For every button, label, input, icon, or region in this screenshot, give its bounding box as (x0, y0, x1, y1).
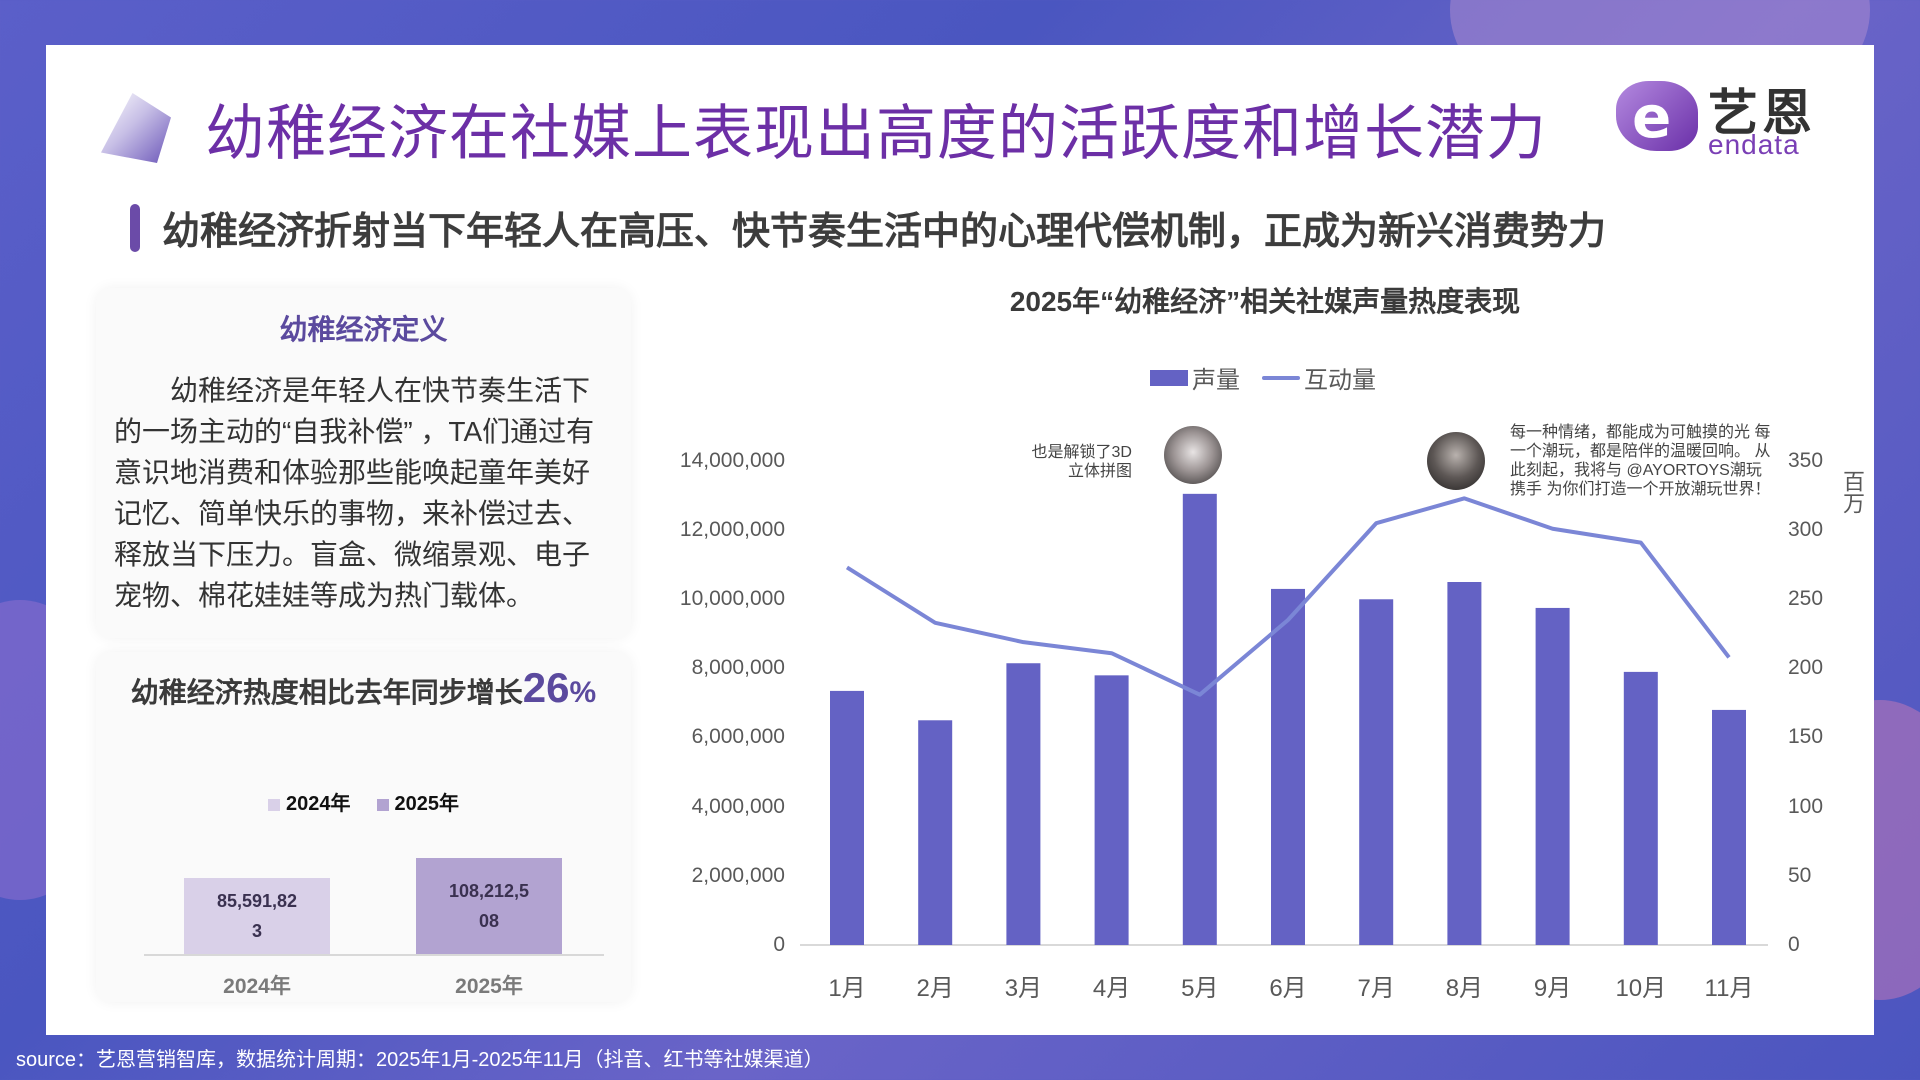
volume-bar (830, 690, 864, 945)
logo-english-text: endata (1708, 129, 1800, 160)
right-tick: 300 (1788, 518, 1824, 541)
x-label: 11月 (1704, 975, 1754, 1002)
source-footnote: source：艺恩营销智库，数据统计周期：2025年1月-2025年11月（抖音… (16, 1049, 824, 1071)
volume-bar (1359, 599, 1394, 945)
growth-bar-chart: 85,591,82 3 108,212,5 08 (144, 852, 604, 956)
legend-bar-swatch (1150, 369, 1188, 386)
legend-item-2024: 2024年 (268, 787, 351, 816)
x-label: 5月 (1181, 975, 1219, 1002)
x-label: 7月 (1357, 975, 1395, 1002)
left-tick: 4,000,000 (691, 795, 785, 818)
bar-2024: 85,591,82 3 (184, 878, 330, 954)
avatar-aug-post (1427, 432, 1485, 490)
page-title: 幼稚经济在社媒上表现出高度的活跃度和增长潜力 (205, 99, 1547, 167)
definition-body: 幼稚经济是年轻人在快节奏生活下的一场主动的“自我补偿” ，TA们通过有意识地消费… (114, 375, 595, 611)
x-label: 3月 (1004, 975, 1043, 1002)
x-label: 4月 (1092, 975, 1131, 1002)
volume-bar (1006, 663, 1041, 945)
endata-logo: e 艺恩 endata (1616, 73, 1826, 163)
definition-card: 幼稚经济定义 幼稚经济是年轻人在快节奏生活下的一场主动的“自我补偿” ，TA们通… (96, 288, 631, 638)
right-tick: 150 (1788, 725, 1824, 748)
x-label: 6月 (1269, 975, 1307, 1002)
left-tick: 2,000,000 (691, 864, 785, 887)
legend-swatch (268, 798, 280, 811)
interaction-line (845, 496, 1731, 697)
left-tick: 6,000,000 (691, 725, 785, 748)
right-tick: 50 (1788, 864, 1812, 887)
growth-title: 幼稚经济热度相比去年同步增长26% (130, 664, 597, 711)
volume-bars (830, 493, 1746, 945)
legend-swatch (376, 798, 389, 811)
subtitle-text: 幼稚经济折射当下年轻人在高压、快节奏生活中的心理代偿机制，正成为新兴消费势力 (162, 211, 1607, 253)
right-tick: 0 (1788, 933, 1800, 956)
volume-bar (1094, 675, 1129, 945)
left-tick: 10,000,000 (679, 587, 785, 610)
x-label: 8月 (1445, 975, 1484, 1002)
legend-item-2025: 2025年 (376, 787, 459, 816)
logo-mark-icon: e (1616, 81, 1698, 151)
bar-2025: 108,212,5 08 (416, 858, 562, 954)
growth-percent: 26 (522, 664, 570, 711)
subtitle-accent-bar (130, 203, 140, 252)
growth-legend: 2024年 2025年 (96, 787, 631, 816)
right-tick: 250 (1788, 587, 1824, 610)
volume-bar (1271, 588, 1305, 945)
x-label: 9月 (1533, 975, 1572, 1002)
x-label-2025: 2025年 (455, 975, 523, 998)
right-tick: 350 (1788, 449, 1824, 472)
definition-title: 幼稚经济定义 (279, 314, 448, 345)
volume-bar (1535, 607, 1570, 945)
left-tick: 8,000,000 (691, 656, 785, 679)
x-label: 10月 (1615, 975, 1667, 1002)
right-tick: 200 (1788, 656, 1824, 679)
x-label-2024: 2024年 (223, 975, 291, 998)
chart-title: 2025年“幼稚经济”相关社媒声量热度表现 (1009, 286, 1521, 317)
volume-bar (1712, 709, 1746, 945)
subtitle: 幼稚经济折射当下年轻人在高压、快节奏生活中的心理代偿机制，正成为新兴消费势力 (130, 200, 1606, 255)
volume-bar (918, 720, 953, 945)
x-label: 1月 (828, 975, 866, 1002)
x-label: 2月 (916, 975, 954, 1002)
logo-chinese-text: 艺恩 (1708, 85, 1816, 141)
volume-bar (1182, 493, 1217, 945)
right-tick: 100 (1788, 795, 1824, 818)
annotation-aug: 每一种情绪，都能成为可触摸的光 每 一个潮玩，都是陪伴的温暖回响。 从 此刻起，… (1510, 424, 1771, 498)
title-row: 幼稚经济在社媒上表现出高度的活跃度和增长潜力 (101, 83, 1547, 173)
volume-bar (1623, 671, 1658, 945)
annotation-may: 也是解锁了3D 立体拼图 (1031, 444, 1132, 480)
legend-line-swatch (1262, 375, 1300, 380)
left-tick: 14,000,000 (679, 449, 785, 472)
volume-bar (1447, 582, 1482, 945)
growth-card: 幼稚经济热度相比去年同步增长26% 2024年 2025年 85,591,82 3… (96, 652, 631, 1002)
left-tick: 0 (773, 933, 785, 956)
chart-legend: 声量 互动量 (1150, 360, 1376, 395)
x-axis-line (144, 954, 604, 956)
right-axis-title: 百万 (1840, 470, 1865, 514)
left-tick: 12,000,000 (679, 518, 785, 541)
avatar-may-post (1164, 426, 1222, 484)
